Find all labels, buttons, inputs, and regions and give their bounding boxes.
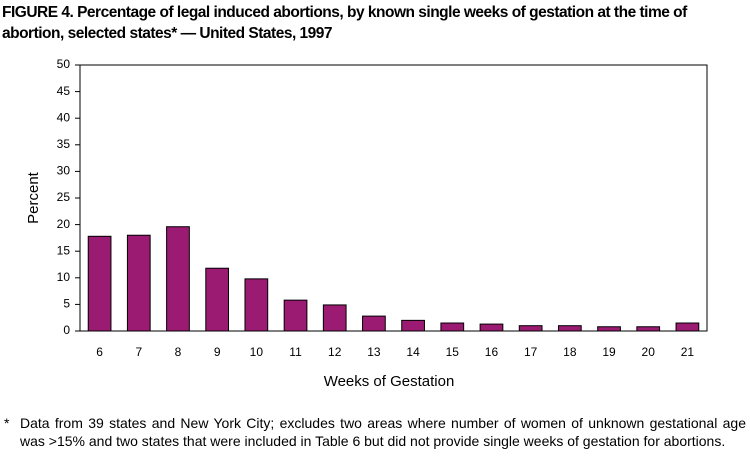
x-tick-label: 16 bbox=[485, 345, 499, 359]
bar bbox=[322, 304, 347, 332]
x-tick-label: 7 bbox=[135, 345, 142, 359]
x-tick-label: 9 bbox=[214, 345, 221, 359]
y-tick-label: 25 bbox=[57, 190, 71, 204]
bar bbox=[557, 325, 582, 332]
x-tick-label: 17 bbox=[524, 345, 538, 359]
bar bbox=[362, 315, 386, 332]
bar bbox=[440, 322, 465, 332]
footnote-text: Data from 39 states and New York City; e… bbox=[20, 415, 746, 449]
y-axis-label: Percent bbox=[25, 171, 42, 224]
bar bbox=[518, 325, 543, 332]
x-tick-label: 10 bbox=[250, 345, 264, 359]
bar bbox=[126, 234, 151, 332]
x-tick-label: 12 bbox=[328, 345, 342, 359]
chart: Weeks of Gestation Percent 0 5 10 15 20 25 30 3… bbox=[25, 57, 708, 390]
y-tick-label: 35 bbox=[57, 137, 71, 151]
bar bbox=[205, 267, 230, 332]
bar bbox=[675, 322, 700, 332]
x-tick-label: 11 bbox=[289, 345, 302, 359]
y-tick-label: 15 bbox=[57, 243, 71, 257]
y-tick-label: 30 bbox=[57, 164, 71, 178]
y-tick-label: 20 bbox=[57, 217, 71, 231]
bar bbox=[636, 326, 661, 332]
x-tick-label: 18 bbox=[563, 345, 577, 359]
x-tick-label: 14 bbox=[406, 345, 420, 359]
x-tick-label: 8 bbox=[175, 345, 182, 359]
y-tick-label: 45 bbox=[57, 84, 71, 98]
y-tick-label: 40 bbox=[57, 110, 71, 124]
y-tick-label: 10 bbox=[57, 270, 71, 284]
y-tick-label: 50 bbox=[57, 57, 71, 71]
x-tick-label: 13 bbox=[367, 345, 381, 359]
x-axis-label: Weeks of Gestation bbox=[324, 373, 455, 390]
footnote-marker: * bbox=[4, 415, 10, 431]
x-tick-label: 15 bbox=[446, 345, 460, 359]
bar bbox=[401, 319, 425, 332]
x-tick-label: 21 bbox=[681, 345, 695, 359]
bar bbox=[166, 226, 190, 332]
bar bbox=[87, 235, 112, 332]
bar bbox=[479, 323, 504, 332]
x-tick-label: 6 bbox=[96, 345, 103, 359]
bar bbox=[244, 278, 269, 332]
x-tick-label: 19 bbox=[602, 345, 616, 359]
title: FIGURE 4. Percentage of legal induced ab… bbox=[2, 4, 687, 42]
x-tick-label: 20 bbox=[642, 345, 656, 359]
bar bbox=[597, 326, 621, 332]
footnote: * Data from 39 states and New York City;… bbox=[4, 414, 746, 450]
y-tick-label: 0 bbox=[63, 323, 70, 337]
y-tick-label: 5 bbox=[63, 297, 70, 311]
bar bbox=[283, 299, 308, 332]
